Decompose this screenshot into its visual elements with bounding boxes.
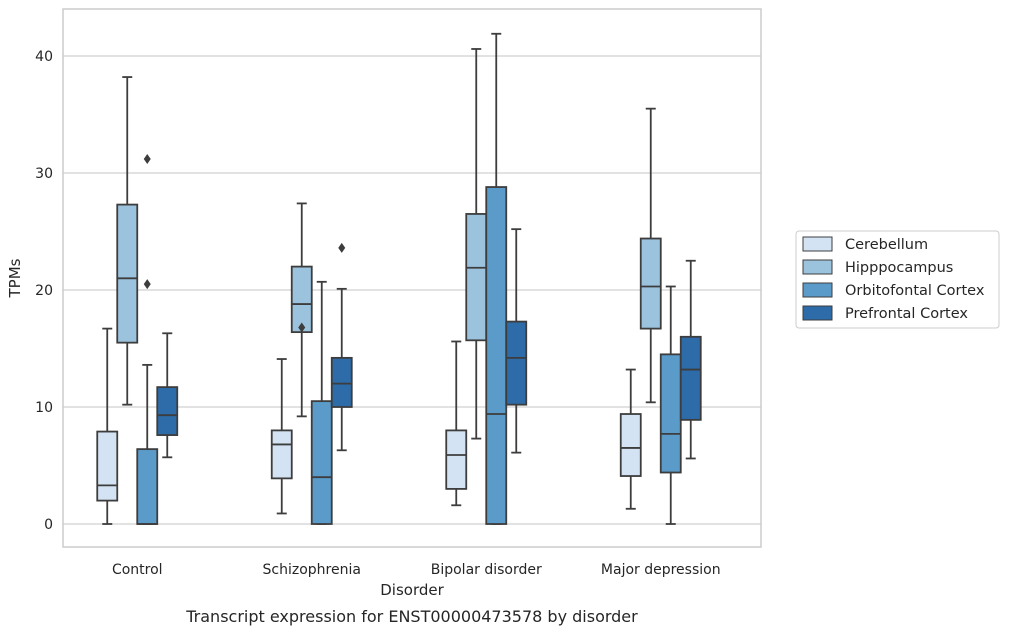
box-0-1: [116, 76, 139, 406]
grid-lines: [63, 55, 761, 525]
boxes: [96, 32, 702, 525]
legend-swatch: [802, 282, 833, 298]
chart-caption: Transcript expression for ENST0000047357…: [185, 607, 638, 626]
box-body: [679, 335, 702, 421]
box-3-2: [659, 285, 682, 525]
legend-swatch: [802, 305, 833, 321]
legend-swatch: [802, 236, 833, 252]
box-2-3: [505, 228, 528, 454]
box-1-3: [330, 242, 353, 452]
y-axis-title: TPMs: [6, 258, 24, 298]
plot-frame: [62, 8, 762, 548]
box-1-2: [310, 280, 333, 525]
box-body: [116, 203, 139, 344]
legend: Cerebellum Hipppocampus Orbitofontal Corte…: [795, 230, 1000, 329]
box-body: [96, 430, 119, 502]
x-tick-label-1: Schizophrenia: [263, 562, 361, 578]
y-tick-label-20: 20: [35, 283, 53, 299]
box-2-2: [485, 32, 508, 525]
outlier-0: [338, 242, 346, 253]
box-body: [485, 186, 508, 525]
box-0-3: [156, 332, 179, 459]
box-body: [505, 320, 528, 406]
box-body: [310, 400, 333, 525]
x-tick-labels: Control Schizophrenia Bipolar disorder Majo…: [112, 562, 721, 578]
box-3-0: [619, 368, 642, 510]
box-body: [270, 429, 293, 480]
box-body: [136, 448, 159, 525]
box-1-1: [290, 202, 313, 418]
box-0-0: [96, 327, 119, 525]
legend-label: Orbitofontal Cortex: [845, 283, 985, 299]
legend-label: Hipppocampus: [845, 260, 953, 276]
box-body: [659, 353, 682, 474]
legend-label: Cerebellum: [845, 237, 928, 253]
legend-swatch: [802, 259, 833, 275]
outlier-0: [143, 279, 151, 290]
box-body: [445, 429, 468, 490]
box-1-0: [270, 358, 293, 515]
y-tick-label-30: 30: [35, 166, 53, 182]
legend-item-2: Orbitofontal Cortex: [802, 282, 985, 299]
x-tick-label-3: Major depression: [601, 562, 721, 578]
y-tick-label-0: 0: [44, 517, 53, 533]
legend-item-0: Cerebellum: [802, 236, 928, 253]
box-2-1: [465, 48, 488, 440]
legend-item-3: Prefrontal Cortex: [802, 305, 968, 322]
legend-item-1: Hipppocampus: [802, 259, 953, 276]
y-tick-label-10: 10: [35, 400, 53, 416]
box-body: [290, 265, 313, 334]
x-axis-title: Disorder: [380, 581, 444, 599]
box-3-3: [679, 259, 702, 460]
legend-frame: [795, 230, 1000, 329]
box-0-2: [136, 153, 159, 525]
box-2-0: [445, 340, 468, 507]
outlier-1: [143, 153, 151, 164]
x-tick-label-0: Control: [112, 562, 163, 578]
y-tick-label-40: 40: [35, 49, 53, 65]
box-body: [156, 386, 179, 436]
box-body: [465, 213, 488, 342]
box-body: [639, 237, 662, 330]
box-3-1: [639, 107, 662, 404]
legend-label: Prefrontal Cortex: [845, 306, 968, 322]
box-body: [330, 356, 353, 408]
x-tick-label-2: Bipolar disorder: [431, 562, 542, 578]
y-tick-labels: 0 10 20 30 40: [35, 49, 53, 533]
outlier-0: [298, 322, 306, 333]
box-body: [619, 413, 642, 477]
